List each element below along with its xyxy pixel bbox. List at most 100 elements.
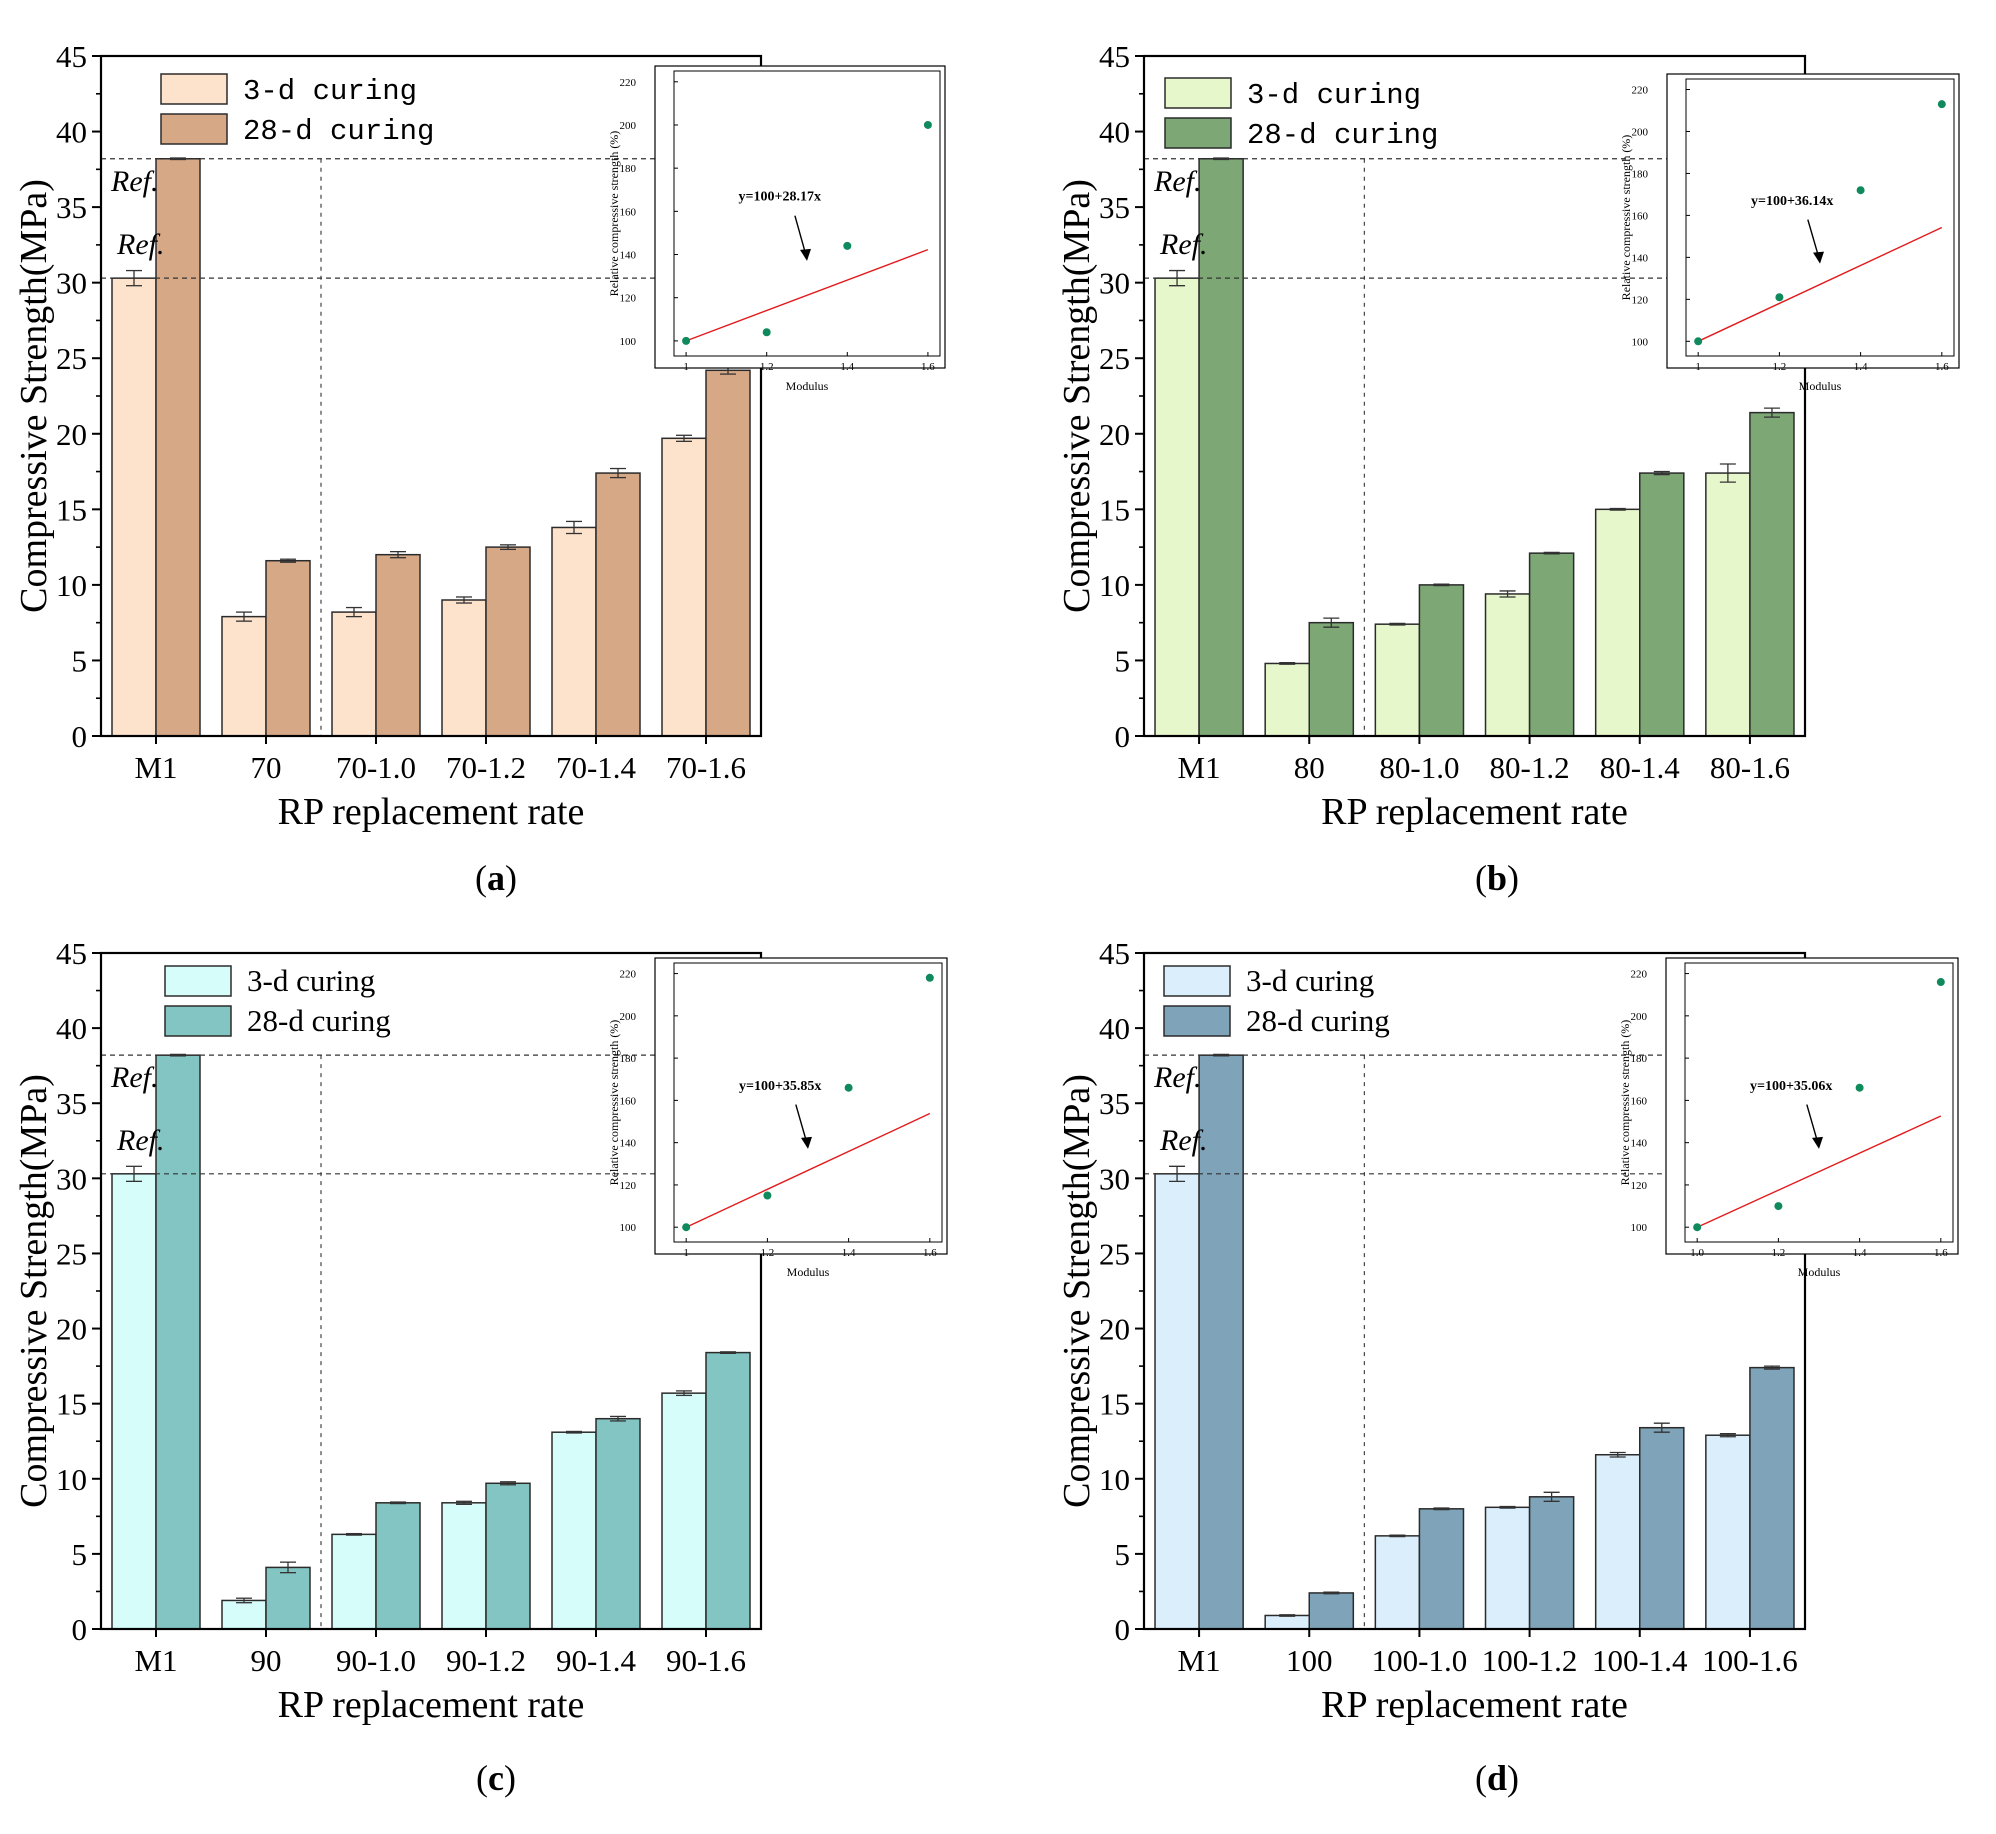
inset-y-tick-label: 100 — [1632, 336, 1649, 348]
fit-equation: y=100+35.06x — [1750, 1079, 1832, 1094]
inset-x-axis-title: Modulus — [787, 1265, 830, 1279]
bar-90-1.4-3d — [551, 1431, 597, 1630]
legend-label: 28-d curing — [1246, 1003, 1390, 1038]
inset-data-point — [1937, 100, 1946, 109]
legend-label: 3-d curing — [247, 963, 375, 998]
y-tick-label: 40 — [1099, 1011, 1130, 1046]
inset-axes — [673, 962, 943, 1243]
error-bar — [720, 1351, 736, 1354]
inset-y-tick-label: 200 — [1632, 126, 1649, 138]
inset-x-tick-label: 1.2 — [761, 1247, 775, 1259]
y-tick-label: 20 — [1099, 1312, 1130, 1347]
x-axis-title: RP replacement rate — [278, 1684, 585, 1726]
legend-swatch — [164, 965, 232, 997]
x-tick-label: 80-1.4 — [1600, 750, 1681, 785]
inset-y-tick-label: 120 — [1632, 294, 1649, 306]
fit-line — [1696, 1115, 1942, 1228]
error-bar — [1213, 157, 1230, 161]
error-bar — [236, 611, 252, 622]
inset-y-axis-title: Relative compressive strength (%) — [607, 1020, 621, 1186]
x-tick-label: 90 — [251, 1643, 282, 1678]
panel-caption: (a) — [475, 858, 517, 898]
inset-axes — [673, 70, 941, 357]
x-tick-label: 100-1.6 — [1702, 1643, 1798, 1678]
error-bar — [1433, 583, 1450, 587]
x-axis-title: RP replacement rate — [1321, 791, 1628, 833]
y-axis-title: Compressive Strength(MPa) — [13, 1074, 55, 1508]
bar-80-1.2-28d — [1528, 552, 1575, 737]
x-tick-label: 100-1.0 — [1372, 1643, 1468, 1678]
inset-x-tick-label: 1.6 — [921, 361, 935, 373]
bar-90-3d — [221, 1599, 267, 1630]
caption-letter: c — [488, 1758, 504, 1798]
bar-90-1.6-28d — [705, 1351, 751, 1630]
error-bar — [126, 1165, 142, 1182]
error-bar — [1653, 1422, 1670, 1433]
inset-data-point — [923, 120, 932, 129]
panel-d: Ref. Ref. 0 5 10 15 20 25 30 35 40 45 M1 100 100-1.0 10… — [1056, 936, 1959, 1726]
panel-caption: (b) — [1475, 858, 1519, 898]
error-bar — [676, 434, 692, 442]
bar-70-1.0-3d — [331, 611, 377, 737]
inset-y-tick-label: 120 — [1631, 1180, 1648, 1192]
legend-swatch — [1163, 1005, 1231, 1037]
fit-line — [685, 248, 929, 342]
inset-data-point — [925, 973, 934, 982]
x-tick-label: 90-1.6 — [666, 1643, 746, 1678]
inset-frame — [1666, 73, 1960, 369]
caption-letter: b — [1487, 858, 1507, 898]
inset-y-axis-title: Relative compressive strength (%) — [607, 131, 621, 297]
bar-80-1.0-28d — [1418, 584, 1465, 737]
inset-data-point — [1694, 337, 1703, 346]
inset-plot: 100 120 140 160 180 200 220 1.0 1.2 1.4 1.6 Modulus… — [1618, 957, 1959, 1279]
inset-frame — [654, 957, 948, 1255]
inset-x-tick-label: 1.6 — [1935, 361, 1949, 373]
bar-70-1.6-3d — [661, 437, 707, 737]
error-bar — [390, 1501, 406, 1505]
y-tick-label: 35 — [56, 190, 87, 225]
error-bar — [500, 544, 516, 551]
error-bar — [1763, 407, 1780, 418]
inset-plot: 100 120 140 160 180 200 220 1 1.2 1.4 1.6 Modulus Re… — [607, 957, 948, 1279]
bar-90-1.0-3d — [331, 1533, 377, 1630]
inset-y-tick-label: 200 — [620, 1011, 637, 1023]
error-bar — [456, 1500, 472, 1505]
y-tick-label: 25 — [56, 1236, 87, 1271]
error-bar — [1213, 1053, 1230, 1057]
bar-100-1.0-28d — [1418, 1508, 1465, 1630]
bar-80-1.2-3d — [1484, 593, 1531, 737]
inset-x-axis-title: Modulus — [1798, 1265, 1841, 1279]
bar-100-28d — [1308, 1592, 1355, 1630]
inset-x-tick-label: 1.6 — [1934, 1247, 1948, 1259]
x-tick-label: 70-1.6 — [666, 750, 746, 785]
reference-label: Ref. — [110, 1061, 158, 1094]
bar-100-1.6-3d — [1705, 1434, 1751, 1630]
inset-x-tick-label: 1.4 — [840, 361, 854, 373]
error-bar — [1279, 662, 1296, 665]
caption-paren-open: ( — [1475, 1758, 1487, 1798]
inset-x-tick-label: 1 — [1695, 361, 1701, 373]
error-bar — [1169, 269, 1186, 287]
inset-x-axis-title: Modulus — [1799, 379, 1842, 393]
y-tick-label: 20 — [56, 1312, 87, 1347]
error-bar — [1543, 551, 1560, 555]
legend-swatch — [164, 1005, 232, 1037]
caption-paren-open: ( — [1475, 858, 1487, 898]
x-tick-label: 100 — [1286, 1643, 1333, 1678]
bar-80-1.6-28d — [1749, 411, 1795, 737]
x-tick-label: 100-1.2 — [1482, 1643, 1578, 1678]
legend-swatch — [1163, 965, 1231, 997]
y-tick-label: 15 — [1099, 492, 1130, 527]
y-tick-label: 25 — [1099, 341, 1130, 376]
caption-paren-close: ) — [1507, 1758, 1519, 1798]
legend-label: 28-d curing — [1247, 119, 1438, 152]
inset-y-tick-label: 140 — [1632, 252, 1649, 264]
panel-caption: (d) — [1475, 1758, 1519, 1798]
inset-y-tick-label: 140 — [1631, 1138, 1648, 1150]
inset-y-tick-label: 200 — [620, 120, 637, 132]
y-tick-label: 30 — [56, 1161, 87, 1196]
error-bar — [1389, 622, 1406, 626]
x-tick-label: 70-1.2 — [446, 750, 526, 785]
y-tick-label: 25 — [56, 341, 87, 376]
